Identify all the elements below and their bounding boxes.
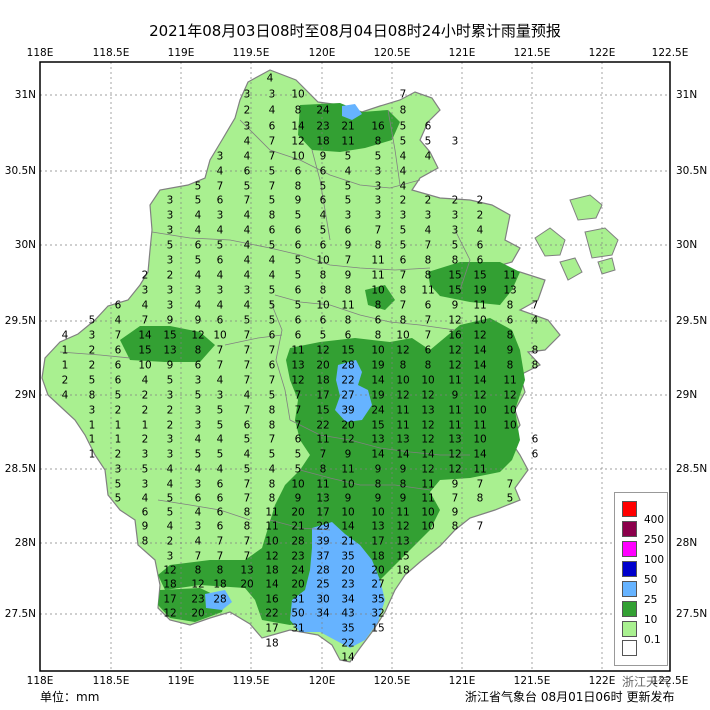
legend-swatch bbox=[622, 541, 637, 557]
lon-tick-top: 118.5E bbox=[92, 47, 130, 59]
unit-label: 单位：mm bbox=[40, 690, 100, 704]
lon-tick-bottom: 120.5E bbox=[373, 675, 411, 687]
lon-tick-top: 119E bbox=[167, 47, 195, 59]
rain-zone-ningbo bbox=[428, 262, 520, 305]
lon-tick-bottom: 119.5E bbox=[232, 675, 270, 687]
lat-tick-left: 28.5N bbox=[4, 463, 36, 475]
rain-heavy-north bbox=[342, 104, 362, 120]
lon-tick-bottom: 118.5E bbox=[92, 675, 130, 687]
legend-label: 25 bbox=[644, 594, 658, 606]
lon-tick-bottom: 121.5E bbox=[513, 675, 551, 687]
legend-swatch bbox=[622, 640, 637, 656]
lon-tick-bottom: 122.5E bbox=[651, 675, 689, 687]
rain-heavy-southwest bbox=[205, 590, 232, 610]
rain-zone-west bbox=[120, 326, 215, 362]
lat-tick-right: 29N bbox=[676, 389, 698, 401]
lat-tick-left: 31N bbox=[14, 89, 36, 101]
island-daishan bbox=[569, 194, 603, 221]
legend-swatch bbox=[622, 581, 637, 597]
lon-tick-top: 120E bbox=[308, 47, 336, 59]
chart-title: 2021年08月03日08时至08月04日08时24小时累计雨量预报 bbox=[149, 22, 561, 40]
rain-heavy-south bbox=[290, 522, 385, 648]
map-frame bbox=[39, 61, 671, 672]
lat-tick-right: 29.5N bbox=[676, 315, 708, 327]
lat-tick-left: 29N bbox=[14, 389, 36, 401]
lat-tick-left: 30.5N bbox=[4, 165, 36, 177]
legend-swatch bbox=[622, 601, 637, 617]
lon-tick-top: 121.5E bbox=[513, 47, 551, 59]
lat-tick-left: 30N bbox=[14, 239, 36, 251]
lon-tick-bottom: 118E bbox=[26, 675, 54, 687]
issuer-text: 浙江省气象台 08月01日06时 更新发布 bbox=[465, 690, 675, 704]
legend-swatch bbox=[622, 621, 637, 637]
lon-tick-top: 121E bbox=[448, 47, 476, 59]
legend-label: 100 bbox=[644, 554, 665, 566]
rain-zone-north-central bbox=[365, 285, 395, 310]
legend-swatch bbox=[622, 521, 637, 537]
legend-swatch bbox=[622, 501, 637, 517]
lon-tick-bottom: 120E bbox=[308, 675, 336, 687]
lon-tick-bottom: 121E bbox=[448, 675, 476, 687]
lon-tick-top: 122E bbox=[588, 47, 616, 59]
island-liuheng bbox=[559, 257, 583, 281]
county-boundaries bbox=[59, 109, 471, 531]
legend-label: 50 bbox=[644, 574, 658, 586]
lat-tick-left: 27.5N bbox=[4, 608, 36, 620]
legend-label: 10 bbox=[644, 614, 658, 626]
rain-zone-central bbox=[158, 318, 525, 625]
rain-heavy-central bbox=[335, 360, 372, 422]
lon-tick-top: 122.5E bbox=[651, 47, 689, 59]
lon-tick-bottom: 122E bbox=[588, 675, 616, 687]
lat-tick-left: 28N bbox=[14, 537, 36, 549]
lon-tick-top: 118E bbox=[26, 47, 54, 59]
lat-tick-right: 31N bbox=[676, 89, 698, 101]
lon-tick-top: 120.5E bbox=[373, 47, 411, 59]
legend-label: 0.1 bbox=[644, 634, 661, 646]
lat-tick-left: 29.5N bbox=[4, 315, 36, 327]
legend-label: 400 bbox=[644, 514, 665, 526]
island-zhoushan bbox=[534, 227, 566, 257]
lat-tick-right: 28.5N bbox=[676, 463, 708, 475]
lon-tick-bottom: 119E bbox=[167, 675, 195, 687]
lat-tick-right: 27.5N bbox=[676, 608, 708, 620]
lat-tick-right: 30N bbox=[676, 239, 698, 251]
lat-tick-right: 28N bbox=[676, 537, 698, 549]
graticule bbox=[40, 62, 670, 671]
rain-zone-north bbox=[298, 103, 400, 152]
legend-label: 250 bbox=[644, 534, 665, 546]
lat-tick-right: 30.5N bbox=[676, 165, 708, 177]
legend: 400 250 100 50 25 10 0.1 bbox=[614, 492, 668, 666]
watermark: 浙江天气 bbox=[622, 675, 671, 689]
lon-tick-top: 119.5E bbox=[232, 47, 270, 59]
legend-swatch bbox=[622, 561, 637, 577]
